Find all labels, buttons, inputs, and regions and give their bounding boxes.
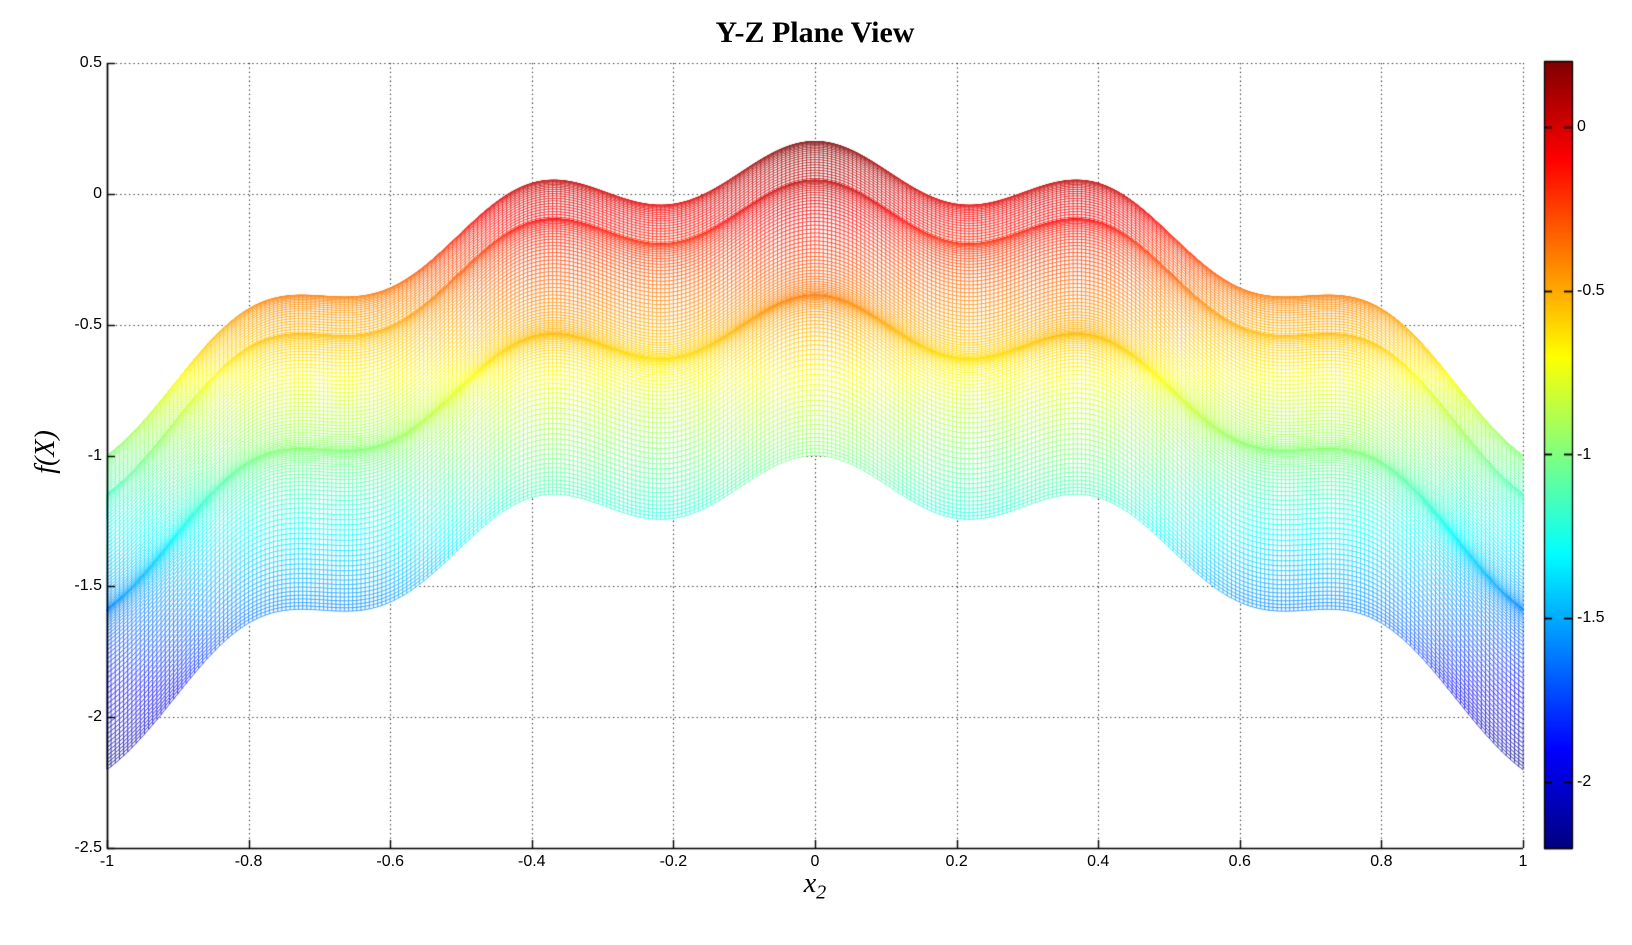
y-tick-label: 0	[93, 184, 102, 202]
x-tick-label: -0.6	[376, 853, 404, 870]
colorbar-tick-label: -1	[1577, 445, 1592, 463]
x-axis-label-base: x	[803, 868, 817, 899]
x-tick-label: -0.2	[659, 853, 688, 870]
x-axis-label: x2	[107, 868, 1523, 905]
y-tick-label: -2.5	[74, 839, 102, 856]
colorbar-tick-label: -0.5	[1577, 281, 1605, 299]
x-tick-label: 0.2	[945, 853, 968, 870]
y-tick-label: 0.5	[79, 54, 102, 71]
x-tick-label: -0.4	[518, 853, 546, 870]
x-tick-label: 0.8	[1370, 853, 1393, 870]
x-tick-label: 0.4	[1087, 853, 1110, 870]
colorbar-tick-label: 0	[1577, 117, 1586, 135]
x-tick-label: 0	[810, 853, 820, 870]
x-axis-label-subscript: 2	[816, 881, 827, 904]
chart-title: Y-Z Plane View	[715, 16, 915, 49]
x-tick-label: -0.8	[234, 853, 263, 870]
x-tick-label: -1	[99, 853, 115, 870]
x-tick-label: 0.6	[1228, 853, 1251, 870]
y-tick-label: -1	[87, 446, 102, 464]
y-tick-label: -0.5	[74, 315, 102, 333]
colorbar-tick-label: -2	[1577, 773, 1592, 791]
colorbar-tick-label: -1.5	[1577, 609, 1605, 627]
x-tick-label: 1	[1518, 853, 1528, 870]
y-tick-label: -2	[87, 708, 102, 726]
y-tick-label: -1.5	[74, 577, 102, 595]
